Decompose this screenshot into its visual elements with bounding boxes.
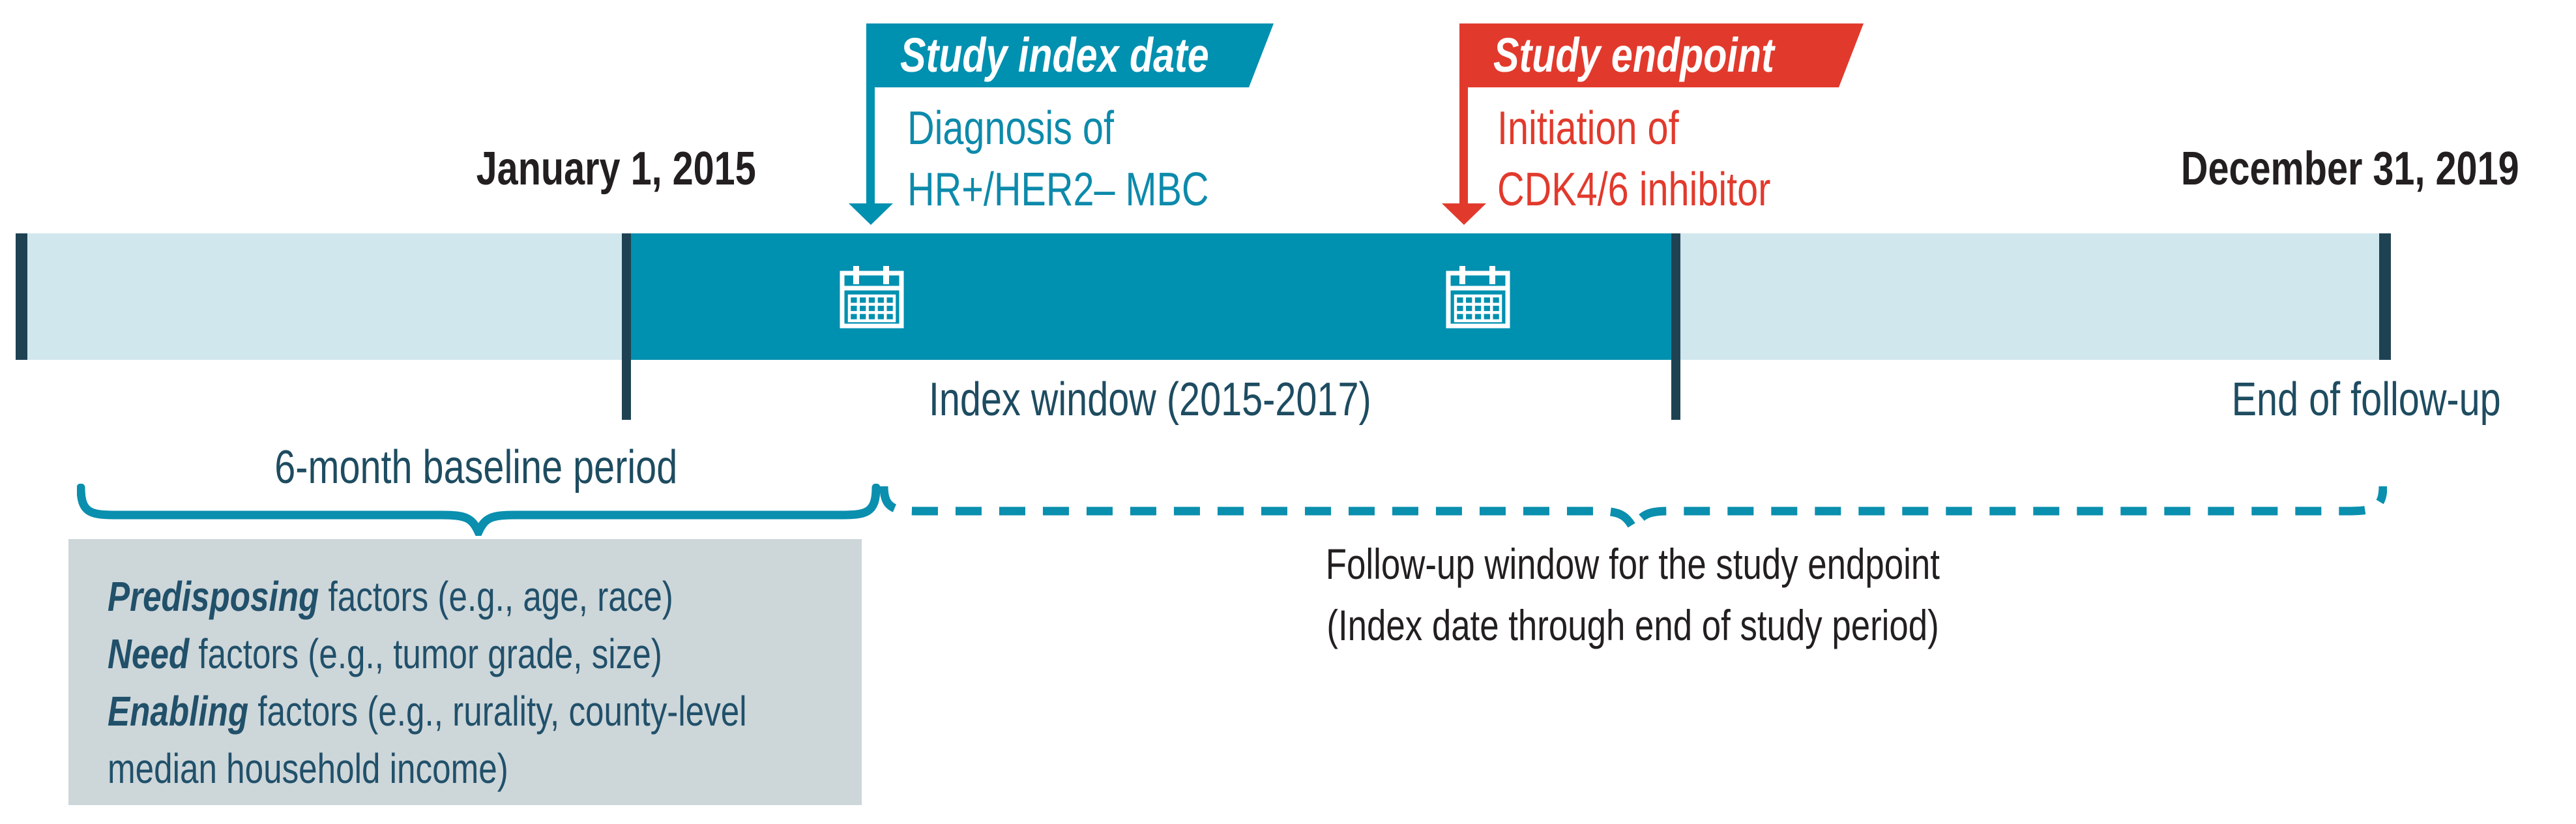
followup-bracket-dashed [880, 486, 2387, 536]
baseline-factors-box: Predisposing factors (e.g., age, race) Ne… [68, 539, 862, 805]
endpoint-arrow-icon [1442, 203, 1486, 225]
start-date-label: January 1, 2015 [476, 143, 756, 195]
timeline-start-tick [16, 233, 27, 360]
study-index-date-flag-label: Study index date [900, 28, 1209, 82]
baseline-factor-line: Predisposing factors (e.g., age, race) [108, 573, 673, 620]
index-date-caption: Diagnosis of HR+/HER2– MBC [907, 98, 1284, 220]
calendar-icon [840, 266, 904, 329]
endpoint-caption-line1: Initiation of [1497, 102, 1679, 154]
endpoint-arrow-line [1459, 86, 1468, 205]
index-window-start-tick [622, 233, 631, 420]
endpoint-caption-line2: CDK4/6 inhibitor [1497, 164, 1771, 216]
index-caption-line1: Diagnosis of [907, 102, 1114, 154]
endpoint-caption: Initiation of CDK4/6 inhibitor [1497, 98, 1839, 220]
index-window-end-tick [1671, 233, 1680, 420]
end-date-label: December 31, 2019 [2180, 143, 2519, 195]
study-endpoint-flag: Study endpoint [1459, 23, 1864, 87]
study-index-date-flag: Study index date [866, 23, 1274, 87]
baseline-factor-line: Need factors (e.g., tumor grade, size) [108, 630, 662, 677]
baseline-factor-line: Enabling factors (e.g., rurality, county… [108, 688, 747, 735]
index-date-arrow-icon [849, 203, 893, 225]
index-date-arrow-line [866, 86, 875, 205]
calendar-icon [1446, 266, 1510, 329]
index-window-segment [631, 233, 1671, 360]
timeline-end-tick [2379, 233, 2391, 360]
baseline-period-segment [27, 233, 622, 360]
index-caption-line2: HR+/HER2– MBC [907, 164, 1209, 216]
baseline-brace [77, 484, 880, 536]
followup-segment [1680, 233, 2379, 360]
followup-window-label: Follow-up window for the study endpoint … [1325, 540, 1940, 649]
baseline-period-label: 6-month baseline period [274, 441, 677, 493]
study-endpoint-flag-label: Study endpoint [1493, 28, 1774, 82]
baseline-box-lines: Predisposing factors (e.g., age, race) Ne… [108, 568, 836, 797]
baseline-factor-line: median household income) [108, 745, 508, 792]
end-of-followup-label: End of follow-up [2231, 374, 2501, 426]
index-window-label: Index window (2015-2017) [928, 374, 1371, 426]
